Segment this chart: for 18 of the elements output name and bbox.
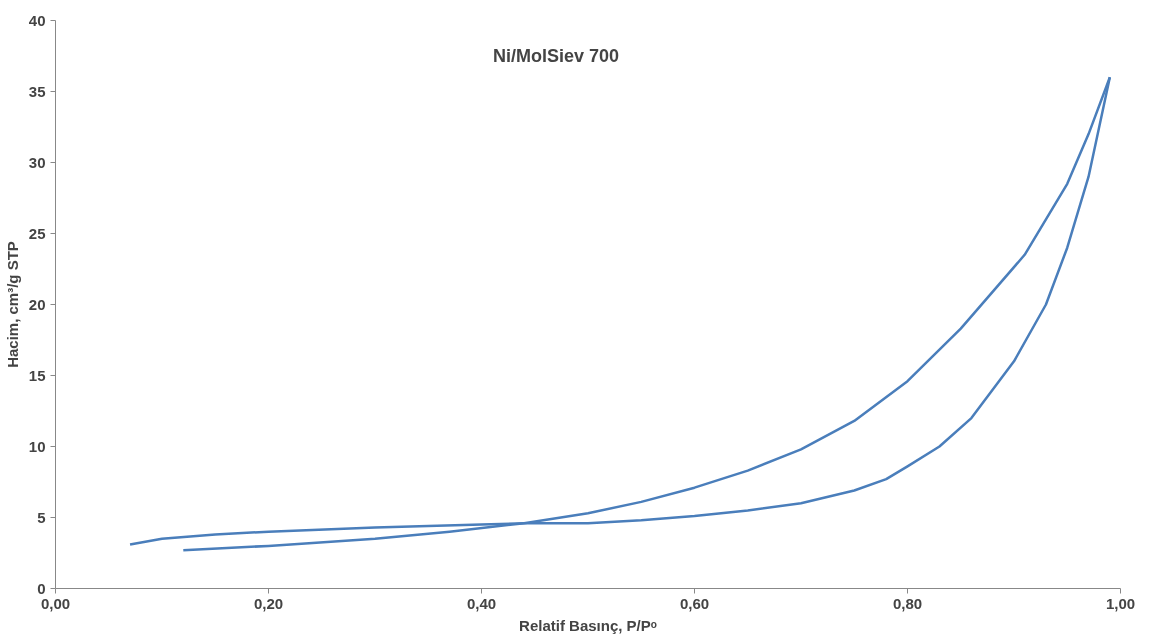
y-axis-title: Hacim, cm³/g STP — [3, 241, 21, 368]
x-tick-label: 0,80 — [892, 594, 923, 612]
y-tick-label: 30 — [28, 153, 46, 171]
x-tick-label: 1,00 — [1105, 594, 1136, 612]
y-tick-label: 40 — [28, 11, 46, 29]
x-tick-label: 0,00 — [40, 594, 71, 612]
y-tick-label: 25 — [28, 224, 46, 242]
y-tick-label: 20 — [28, 295, 46, 313]
x-tick-label: 0,60 — [679, 594, 710, 612]
x-tick-label: 0,40 — [466, 594, 497, 612]
x-tick-label: 0,20 — [253, 594, 284, 612]
text: Ni/MolSiev 700 — [493, 46, 620, 66]
y-tick-label: 0 — [37, 579, 46, 597]
x-axis-title: Relatif Basınç, P/Pᵒ — [519, 616, 657, 634]
y-tick-label: 5 — [37, 508, 46, 526]
y-tick-label: 10 — [28, 437, 46, 455]
y-tick-label: 35 — [28, 82, 46, 100]
y-tick-label: 15 — [28, 366, 46, 384]
